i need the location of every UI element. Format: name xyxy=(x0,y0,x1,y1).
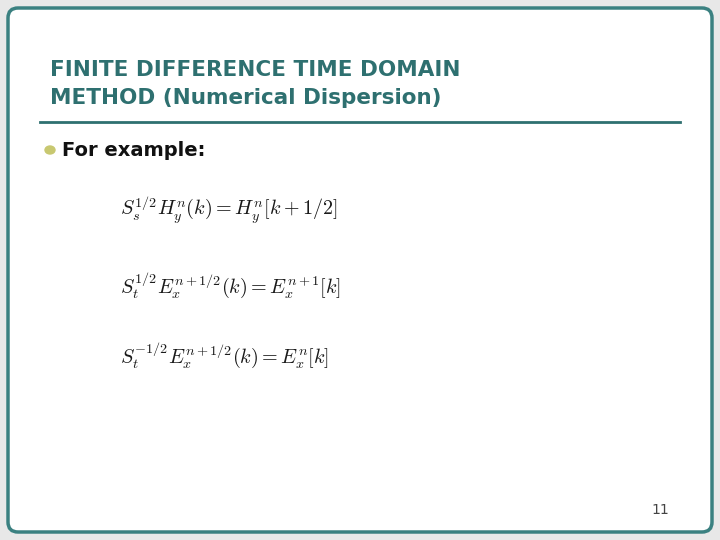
Text: 11: 11 xyxy=(651,503,669,517)
Ellipse shape xyxy=(45,146,55,154)
Text: For example:: For example: xyxy=(62,140,205,159)
Text: METHOD (Numerical Dispersion): METHOD (Numerical Dispersion) xyxy=(50,88,441,108)
FancyBboxPatch shape xyxy=(8,8,712,532)
Text: $S_t^{-1/2} E_x^{n+1/2}(k) = E_x^n[k]$: $S_t^{-1/2} E_x^{n+1/2}(k) = E_x^n[k]$ xyxy=(120,340,329,370)
Text: $S_t^{1/2} E_x^{n+1/2}(k) = E_x^{n+1}[k]$: $S_t^{1/2} E_x^{n+1/2}(k) = E_x^{n+1}[k]… xyxy=(120,271,341,300)
Text: $S_s^{1/2} H_y^n(k) = H_y^n[k+1/2]$: $S_s^{1/2} H_y^n(k) = H_y^n[k+1/2]$ xyxy=(120,194,338,226)
Text: FINITE DIFFERENCE TIME DOMAIN: FINITE DIFFERENCE TIME DOMAIN xyxy=(50,60,461,80)
